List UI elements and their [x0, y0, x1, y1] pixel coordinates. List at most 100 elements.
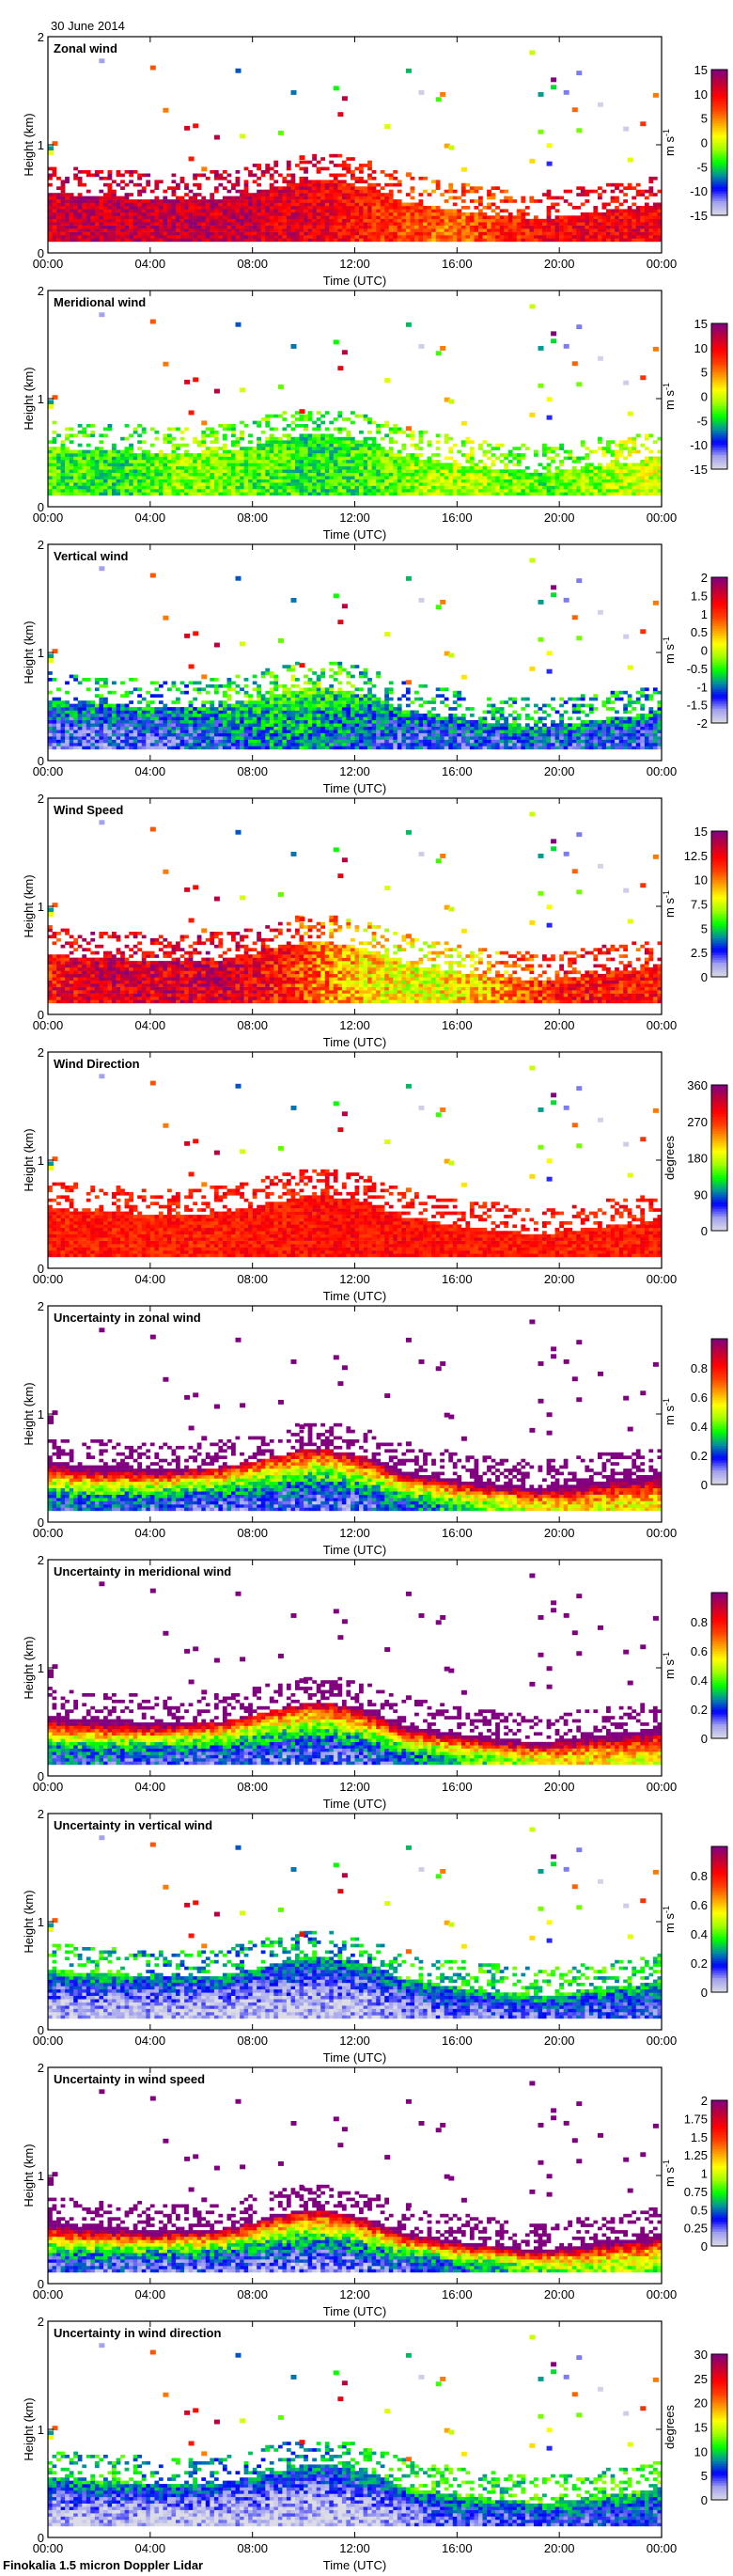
heatmap-cell [52, 732, 57, 737]
heatmap-cell [576, 324, 583, 330]
heatmap-cell [405, 479, 411, 483]
heatmap-cell [158, 465, 164, 470]
heatmap-cell [469, 460, 475, 463]
heatmap-cell [226, 196, 232, 200]
heatmap-cell [610, 440, 616, 444]
heatmap-cell [163, 231, 168, 236]
heatmap-cell [226, 476, 232, 479]
heatmap-cell [243, 215, 249, 219]
heatmap-cell [133, 489, 138, 493]
heatmap-cell [149, 228, 155, 232]
heatmap-cell [346, 465, 351, 470]
heatmap-cell [423, 430, 428, 434]
heatmap-cell [316, 417, 321, 421]
heatmap-cell [243, 456, 249, 461]
heatmap-cell [265, 447, 271, 450]
heatmap-cell [380, 228, 385, 232]
heatmap-cell [77, 730, 83, 733]
heatmap-cell [351, 420, 355, 425]
heatmap-cell [56, 456, 61, 461]
heatmap-cell [354, 231, 360, 236]
heatmap-cell [116, 222, 121, 226]
heatmap-cell [163, 453, 168, 457]
heatmap-cell [60, 215, 66, 219]
heatmap-cell [460, 235, 466, 239]
heatmap-cell [431, 485, 436, 490]
heatmap-cell [618, 182, 624, 187]
heatmap-cell [295, 479, 300, 483]
heatmap-cell [231, 443, 236, 448]
heatmap-cell [440, 231, 444, 236]
heatmap-cell [512, 231, 518, 236]
heatmap-cell [521, 231, 526, 236]
heatmap-cell [163, 456, 168, 461]
heatmap-cell [218, 460, 224, 463]
heatmap-cell [226, 206, 232, 210]
heatmap-cell [282, 447, 288, 450]
heatmap-cell [618, 443, 624, 448]
heatmap-cell [252, 206, 257, 210]
heatmap-cell [277, 212, 283, 216]
heatmap-cell [103, 449, 108, 454]
heatmap-cell [448, 235, 454, 239]
heatmap-cell [320, 238, 325, 243]
heatmap-cell [222, 176, 227, 181]
heatmap-cell [65, 436, 70, 441]
heatmap-cell [571, 215, 577, 219]
heatmap-cell [299, 409, 305, 415]
heatmap-cell [380, 202, 385, 207]
heatmap-cell [388, 212, 394, 216]
heatmap-cell [414, 222, 419, 226]
heatmap-cell [129, 170, 133, 174]
heatmap-cell [380, 218, 385, 223]
heatmap-cell [346, 202, 351, 207]
heatmap-cell [73, 485, 78, 490]
colorbar-swatch [711, 463, 727, 467]
heatmap-cell [457, 218, 462, 223]
heatmap-cell [580, 489, 585, 493]
heatmap-cell [482, 222, 488, 226]
heatmap-cell [116, 170, 121, 174]
heatmap-cell [554, 479, 560, 483]
heatmap-cell [154, 463, 160, 467]
heatmap-cell [248, 440, 253, 444]
heatmap-cell [469, 215, 475, 219]
heatmap-cell [457, 212, 462, 216]
heatmap-cell [210, 218, 215, 223]
heatmap-cell [346, 479, 351, 483]
heatmap-cell [69, 465, 74, 470]
heatmap-cell [354, 209, 360, 213]
heatmap-cell [56, 433, 61, 438]
heatmap-cell [359, 164, 364, 167]
heatmap-cell [457, 482, 462, 486]
heatmap-cell [86, 716, 91, 721]
heatmap-cell [571, 218, 577, 223]
heatmap-cell [376, 209, 381, 213]
heatmap-cell [598, 447, 602, 450]
colorbar-swatch [711, 362, 727, 366]
heatmap-cell [231, 472, 236, 477]
heatmap-cell [482, 238, 488, 243]
heatmap-cell [235, 460, 241, 463]
heatmap-cell [304, 212, 308, 216]
heatmap-cell [163, 489, 168, 493]
heatmap-cell [516, 476, 522, 479]
heatmap-cell [222, 443, 227, 448]
heatmap-cell [363, 476, 368, 479]
heatmap-cell [401, 235, 407, 239]
heatmap-cell [491, 238, 496, 243]
heatmap-cell [265, 196, 271, 200]
heatmap-cell [632, 228, 637, 232]
heatmap-cell [648, 476, 654, 479]
heatmap-cell [388, 231, 394, 236]
heatmap-cell [240, 465, 244, 470]
heatmap-cell [598, 231, 602, 236]
heatmap-cell [388, 222, 394, 226]
heatmap-cell [73, 697, 78, 701]
heatmap-cell [652, 238, 658, 243]
heatmap-cell [176, 235, 180, 239]
heatmap-cell [290, 218, 296, 223]
heatmap-cell [133, 482, 138, 486]
heatmap-cell [354, 166, 360, 171]
heatmap-cell [346, 417, 351, 421]
